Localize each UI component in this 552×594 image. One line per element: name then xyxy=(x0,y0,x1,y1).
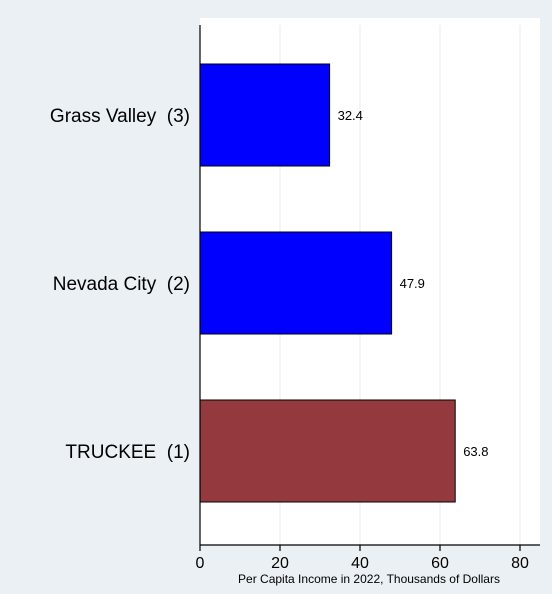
bar-value-label: 32.4 xyxy=(338,108,363,123)
category-label: Grass Valley (3) xyxy=(50,106,190,127)
x-tick-label: 80 xyxy=(511,555,529,572)
x-tick-label: 20 xyxy=(271,555,289,572)
bar-value-label: 47.9 xyxy=(400,276,425,291)
bar-value-label: 63.8 xyxy=(463,444,488,459)
x-tick-label: 60 xyxy=(431,555,449,572)
category-label: Nevada City (2) xyxy=(53,274,190,295)
bar xyxy=(199,231,393,335)
bar xyxy=(199,399,456,503)
bar xyxy=(199,63,331,167)
x-axis-ticks: 0 20 40 60 80 xyxy=(196,545,529,572)
x-tick-label: 0 xyxy=(196,555,205,572)
x-axis-title: Per Capita Income in 2022, Thousands of … xyxy=(238,572,500,586)
category-label: TRUCKEE (1) xyxy=(65,442,190,463)
category-labels: Grass Valley (3) Nevada City (2) TRUCKEE (… xyxy=(50,106,190,463)
value-labels: 32.4 47.9 63.8 xyxy=(338,108,489,459)
x-tick-label: 40 xyxy=(351,555,369,572)
bars xyxy=(199,63,456,503)
